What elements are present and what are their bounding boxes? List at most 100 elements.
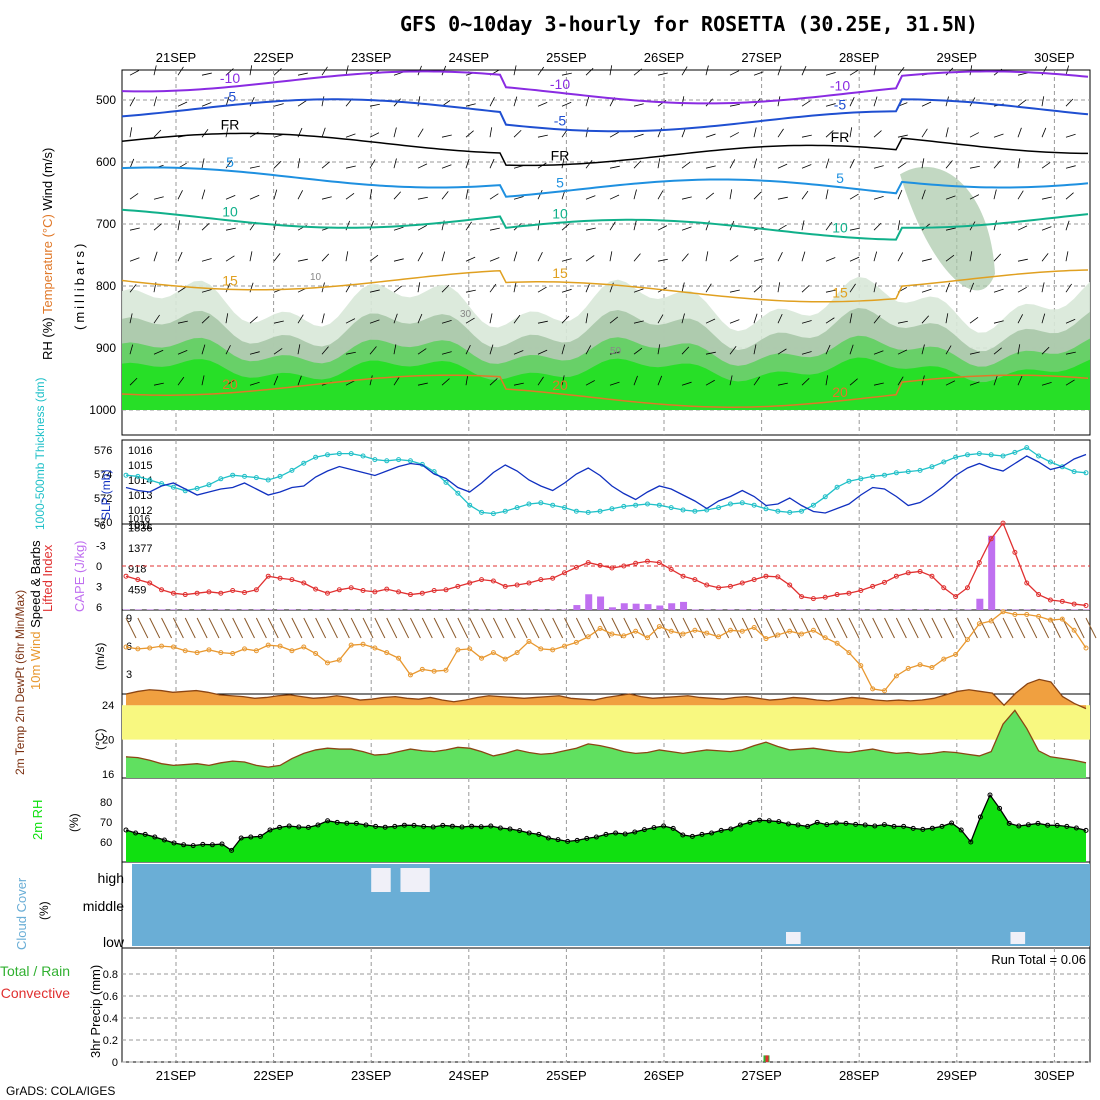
upper-wind-barb — [417, 252, 424, 262]
upper-wind-barb — [321, 66, 328, 76]
rh-2m-line-marker — [1083, 827, 1089, 833]
upper-wind-barb — [561, 158, 565, 169]
upper-wind-barb — [777, 252, 783, 262]
wind-speed-line-marker — [301, 644, 307, 650]
cape-bar — [988, 535, 996, 610]
upper-wind-barb — [441, 251, 446, 262]
upper-wind-barb — [969, 251, 973, 262]
rh-shading-bright — [122, 357, 1090, 410]
x-tick-label-top: 29SEP — [937, 50, 977, 65]
wind-barb-10m — [184, 617, 196, 639]
upper-wind-barb — [1041, 282, 1045, 293]
rh-2m-line-marker — [584, 835, 590, 841]
thickness-line-marker — [633, 502, 639, 508]
lifted-index-line-marker — [336, 587, 342, 593]
lifted-index-line-marker — [194, 590, 200, 596]
wind-barb-10m — [540, 617, 552, 639]
upper-wind-barb — [729, 159, 736, 169]
wind-speed-line-marker — [573, 639, 579, 645]
thickness-line-marker — [799, 508, 805, 514]
wind-speed-line-marker — [644, 635, 650, 641]
upper-wind-barb — [297, 344, 301, 355]
upper-wind-barb — [729, 70, 740, 76]
cape-tick-label: 918 — [128, 564, 146, 576]
upper-wind-barb — [321, 96, 325, 107]
wind-speed-line-marker — [964, 637, 970, 643]
thickness-line-marker — [265, 477, 271, 483]
upper-wind-barb — [1065, 65, 1070, 76]
upper-wind-barb — [993, 220, 997, 231]
cloud-cover-fill — [132, 864, 1090, 946]
rh-2m-line-marker — [728, 826, 734, 832]
upper-wind-barb — [825, 130, 834, 138]
cloud-row-label: high — [98, 870, 124, 886]
lifted-index-line-marker — [727, 583, 733, 589]
upper-wind-barb — [417, 96, 421, 107]
wind-speed-line-marker — [419, 666, 425, 672]
wind-barb-10m — [362, 617, 374, 639]
upper-wind-barb — [993, 320, 1004, 324]
rh-2m-line-marker — [833, 820, 839, 826]
rh-2m-line-marker — [133, 830, 139, 836]
thickness-line-marker — [692, 508, 698, 514]
lifted-index-tick-label: 0 — [96, 561, 102, 573]
pressure-tick-label: 700 — [96, 217, 116, 231]
lifted-index-line-marker — [609, 565, 615, 571]
upper-wind-barb — [225, 227, 236, 231]
upper-wind-barb — [585, 195, 596, 200]
upper-wind-barb — [849, 313, 853, 324]
upper-wind-barb — [129, 158, 135, 169]
precip-tick-label: 0.4 — [103, 1013, 118, 1025]
lifted-index-line-marker — [562, 570, 568, 576]
upper-wind-barb — [681, 381, 692, 386]
wind-speed-line-marker — [787, 628, 793, 634]
upper-wind-barb — [921, 344, 925, 355]
rh-2m-line-marker — [363, 822, 369, 828]
isotherm-label: 15 — [832, 285, 848, 301]
slp-axis-title: SLP (mb) — [99, 470, 113, 520]
upper-wind-barb — [513, 382, 524, 386]
wind-barb-10m — [575, 617, 587, 639]
wind-barb-10m — [338, 617, 350, 639]
rh-2m-line-marker — [622, 831, 628, 837]
wind-speed-line-marker — [206, 647, 212, 653]
rh-2m-line-marker — [881, 822, 887, 828]
lifted-index-line-marker — [810, 596, 816, 602]
upper-wind-barb — [873, 382, 884, 386]
upper-wind-barb — [873, 165, 884, 169]
lifted-index-line-marker — [324, 590, 330, 596]
wind-speed-line-marker — [407, 672, 413, 678]
thickness-line-marker — [301, 460, 307, 466]
wind-barb-10m — [125, 617, 137, 639]
upper-wind-barb — [321, 346, 329, 355]
upper-wind-barb — [657, 314, 664, 324]
upper-wind-barb — [1017, 72, 1028, 76]
thickness-line-marker — [858, 476, 864, 482]
wind-speed-line-marker — [562, 643, 568, 649]
upper-wind-barb — [969, 165, 980, 169]
rh-2m-line-marker — [603, 831, 609, 837]
upper-wind-barb — [633, 253, 641, 262]
lifted-index-line-marker — [917, 568, 923, 574]
lifted-index-line-marker — [692, 577, 698, 583]
upper-wind-barb — [585, 160, 593, 169]
wind-speed-line-marker — [324, 660, 330, 666]
upper-wind-barb — [897, 134, 908, 138]
isotherm-freezing — [121, 132, 1089, 167]
thickness-line-marker — [976, 451, 982, 457]
rh-2m-line-marker — [373, 823, 379, 829]
upper-wind-barb — [945, 282, 950, 293]
upper-wind-barb — [465, 158, 470, 169]
lifted-index-line-marker — [135, 577, 141, 583]
cloud-clear-cell — [1010, 932, 1026, 944]
upper-wind-barb — [633, 68, 642, 76]
wind-speed-line-marker — [479, 655, 485, 661]
rh-2m-line-marker — [574, 837, 580, 843]
rh-2m-line-marker — [747, 819, 753, 825]
upper-wind-barb — [777, 163, 788, 169]
upper-wind-barb — [969, 65, 973, 76]
temp-2m-line — [125, 678, 1087, 710]
upper-wind-barb — [321, 313, 325, 324]
wind-speed-line-marker — [1071, 627, 1077, 633]
x-tick-label-bottom: 25SEP — [546, 1068, 586, 1083]
